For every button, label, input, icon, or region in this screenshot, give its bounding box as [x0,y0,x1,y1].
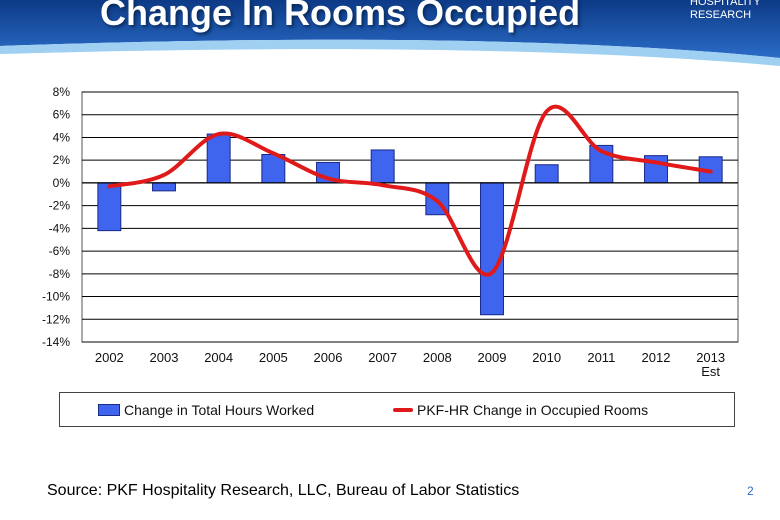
slide-title: Change In Rooms Occupied [100,0,581,33]
page-number: 2 [747,484,754,498]
bar-hours-0 [97,182,122,232]
x-tick-label: 2008 [423,350,452,365]
y-tick-label: 0% [53,176,71,190]
y-tick-label: -2% [49,199,71,213]
y-tick-label: 2% [53,153,71,167]
y-tick-label: -6% [49,244,71,258]
x-tick-label: 2004 [204,350,233,365]
x-tick-label: 2011 [587,350,615,365]
x-tick-label: 2012 [642,350,671,365]
bar-hours-8 [534,164,559,184]
bar-hours-7 [480,182,504,316]
y-tick-label: -4% [49,221,71,235]
legend-label-rooms: PKF-HR Change in Occupied Rooms [417,402,649,418]
slide-header: Change In Rooms Occupied HOSPITALITY RES… [0,0,780,75]
legend-item-hours: Change in Total Hours Worked [98,402,314,418]
legend-label-hours: Change in Total Hours Worked [124,402,315,418]
y-tick-label: -14% [42,335,70,349]
plot-area [81,91,739,343]
x-tick-label: 2007 [368,350,397,365]
y-tick-label: 8% [53,85,71,99]
bar-hours-2 [206,133,231,184]
x-tick-label: 2009 [478,350,507,365]
line-occupied-rooms [107,104,713,277]
y-tick-label: -12% [42,312,70,326]
x-tick-label: 2002 [95,350,124,365]
x-tick-label: 2005 [259,350,288,365]
x-tick-label: 2013 [696,350,725,365]
combo-chart: 8% 6% 4% 2% 0% -2% -4% -6% -8% -10% -12% -14% 2002 20… [42,85,739,379]
company-logo: HOSPITALITY RESEARCH [690,0,776,22]
legend-line-swatch [393,408,413,412]
y-tick-label: 6% [53,108,71,122]
x-tick-label: 2003 [150,350,179,365]
chart-legend: Change in Total Hours Worked PKF-HR Chan… [59,392,735,427]
x-tick-label: 2006 [314,350,343,365]
y-tick-label: 4% [53,130,71,144]
x-tick-label: Est [701,364,720,379]
logo-line-1: HOSPITALITY [690,0,761,8]
legend-item-rooms: PKF-HR Change in Occupied Rooms [393,402,648,418]
bar-hours-5 [370,149,395,184]
bar-hours-1 [152,182,176,192]
legend-bar-swatch [98,404,120,416]
y-tick-label: -8% [49,267,71,281]
header-banner [0,0,780,66]
logo-line-2: RESEARCH [690,9,752,21]
y-tick-label: -10% [42,290,70,304]
x-tick-label: 2010 [532,350,561,365]
source-note: Source: PKF Hospitality Research, LLC, B… [47,482,520,499]
